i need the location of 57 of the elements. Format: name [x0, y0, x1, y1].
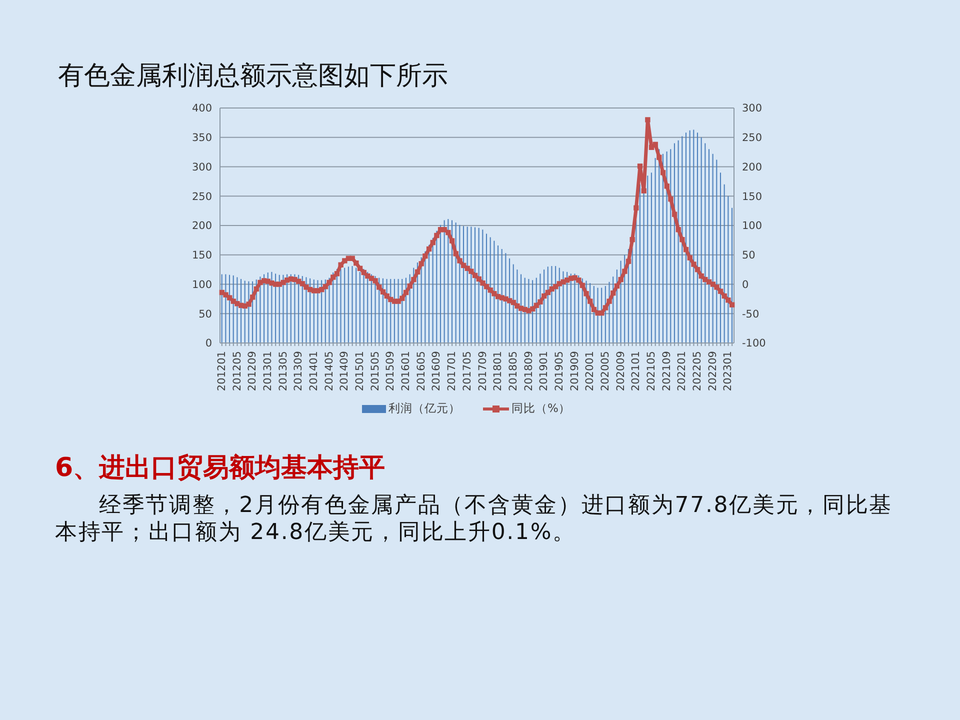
x-tick-label: 202001 [584, 351, 596, 392]
x-tick-label: 201309 [292, 351, 305, 392]
y2-tick-label: 300 [742, 102, 762, 115]
y2-tick-label: 50 [742, 250, 756, 262]
x-tick-label: 201601 [400, 351, 412, 392]
x-tick-label: 201801 [492, 351, 504, 392]
y-tick-label: 350 [192, 132, 212, 144]
x-tick-label: 201705 [461, 351, 474, 392]
x-tick-label: 201805 [507, 351, 520, 392]
x-tick-label: 201505 [369, 351, 382, 392]
y2-tick-label: 200 [742, 161, 762, 174]
text: 经季节调整，2月份有色金属产品（不含黄金）进口额为77.8亿美元，同比基本持平；出口额为 24.8亿美元，同比上升0.1%。 [55, 492, 894, 546]
x-tick-label: 201401 [308, 351, 320, 392]
legend-label: 利润（亿元） [388, 401, 461, 416]
x-tick-label: 202301 [722, 351, 734, 392]
x-tick-label: 202109 [660, 351, 673, 392]
y2-tick-label: 250 [742, 132, 762, 144]
x-tick-label: 201905 [553, 351, 566, 392]
x-tick-label: 201201 [216, 351, 228, 392]
x-tick-label: 202009 [614, 351, 627, 392]
x-tick-label: 202101 [630, 351, 642, 392]
y2-tick-label: 0 [742, 278, 749, 291]
x-tick-label: 201209 [246, 351, 259, 392]
y2-tick-label: -50 [742, 308, 760, 320]
x-tick-label: 201709 [476, 351, 489, 392]
x-tick-label: 201205 [231, 351, 244, 392]
y-tick-label: 200 [192, 220, 212, 232]
x-tick-label: 202105 [646, 351, 658, 392]
x-tick-label: 201405 [323, 351, 336, 392]
x-tick-label: 202201 [676, 351, 688, 392]
x-tick-label: 202209 [706, 351, 719, 392]
y-tick-label: 100 [192, 278, 212, 291]
x-tick-label: 201901 [538, 351, 550, 392]
x-tick-label: 201509 [384, 351, 397, 392]
x-tick-label: 201305 [277, 351, 290, 392]
y-tick-label: 0 [205, 338, 212, 350]
x-tick-label: 202205 [692, 351, 704, 392]
x-tick-label: 201501 [354, 351, 366, 392]
legend-label: 同比（%） [512, 401, 570, 416]
y-tick-label: 150 [192, 250, 212, 262]
y-tick-label: 50 [198, 308, 212, 320]
x-tick-label: 201909 [568, 351, 581, 392]
y-tick-label: 400 [192, 102, 212, 115]
x-tick-label: 202005 [600, 351, 612, 392]
y-tick-label: 300 [192, 161, 212, 174]
y2-tick-label: -100 [742, 338, 766, 350]
x-tick-label: 201301 [262, 351, 274, 392]
x-tick-label: 201701 [446, 351, 458, 392]
x-tick-label: 201809 [522, 351, 535, 392]
x-tick-label: 201605 [415, 351, 428, 392]
x-tick-label: 201609 [430, 351, 443, 392]
x-tick-label: 201409 [338, 351, 351, 392]
y-tick-label: 250 [192, 190, 212, 203]
text: 6、进出口贸易额均基本持平 [55, 452, 386, 485]
chart-title: 有色金属利润总额示意图如下所示 [58, 60, 448, 93]
y2-tick-label: 150 [742, 190, 762, 203]
y2-tick-label: 100 [742, 220, 762, 232]
